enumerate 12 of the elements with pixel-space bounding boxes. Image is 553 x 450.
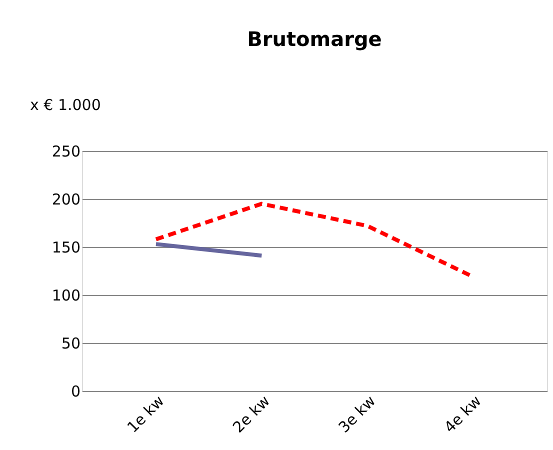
- y-tick-label: 0: [70, 382, 80, 400]
- y-axis-title: x € 1.000: [30, 96, 101, 114]
- x-tick-label: 3e kw: [334, 392, 380, 436]
- y-tick-label: 100: [52, 286, 80, 304]
- x-tick-label: 4e kw: [440, 392, 485, 436]
- x-tick-label: 2e kw: [229, 392, 274, 436]
- y-tick-label: 50: [61, 334, 80, 352]
- chart-title: Brutomarge: [247, 27, 382, 51]
- x-tick-label: 1e kw: [124, 392, 168, 436]
- y-tick-label: 150: [52, 238, 80, 256]
- y-tick-label: 250: [52, 142, 80, 160]
- y-tick-label: 200: [52, 190, 80, 208]
